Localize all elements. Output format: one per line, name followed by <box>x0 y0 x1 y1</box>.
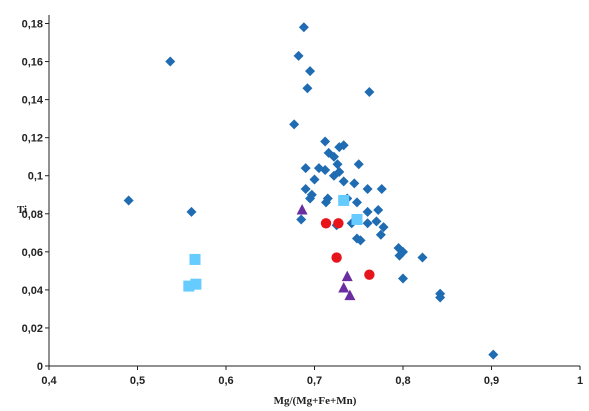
diamond-point <box>309 174 320 185</box>
diamond-point <box>123 195 134 206</box>
square-point <box>338 194 350 206</box>
x-axis-title: Mg/(Mg+Fe+Mn) <box>274 395 357 407</box>
triangle-point <box>338 281 350 293</box>
data-points <box>123 22 499 360</box>
diamond-point <box>320 165 331 176</box>
diamond-point <box>323 147 334 158</box>
y-axis-title: Ti <box>17 204 27 216</box>
square-point <box>351 213 363 225</box>
diamond-point <box>351 197 362 208</box>
diamond-point <box>362 184 373 195</box>
square-point <box>190 278 202 290</box>
diamond-point <box>417 252 428 263</box>
square-point <box>189 253 201 265</box>
diamond-point <box>362 218 373 229</box>
diamond-point <box>355 235 366 246</box>
circle-point <box>333 218 344 229</box>
x-tick-label: 0,6 <box>218 375 233 387</box>
diamond-point <box>298 22 309 33</box>
circle-point <box>320 218 332 229</box>
y-tick-label: 0,08 <box>22 209 43 221</box>
x-tick-label: 0,5 <box>130 375 145 387</box>
diamond-point <box>378 222 389 233</box>
triangle-point <box>344 289 356 301</box>
diamond-point <box>332 159 343 170</box>
diamond-point <box>349 178 360 189</box>
y-tick-label: 0,14 <box>22 95 44 107</box>
y-tick-label: 0 <box>37 361 43 373</box>
y-tick-label: 0,12 <box>22 133 43 145</box>
triangle-point <box>341 270 353 282</box>
diamond-point <box>375 229 386 240</box>
y-axis-ticks: 0 0,02 0,04 0,06 0,08 0,1 0,12 0,14 0,16 0,18 <box>22 19 49 373</box>
diamond-point <box>320 136 331 147</box>
diamond-point <box>300 163 311 174</box>
x-tick-label: 0,8 <box>395 375 410 387</box>
diamond-point <box>364 87 375 97</box>
diamond-point <box>186 206 197 217</box>
diamond-point <box>165 56 176 67</box>
diamond-point <box>376 184 387 195</box>
diamond-point <box>302 83 313 94</box>
x-tick-label: 0,7 <box>307 375 322 387</box>
diamond-point <box>300 184 311 195</box>
x-tick-label: 0,9 <box>484 375 499 387</box>
square-point <box>183 280 195 292</box>
y-tick-label: 0,18 <box>22 19 43 31</box>
diamond-point <box>305 193 316 204</box>
y-tick-label: 0,04 <box>22 285 44 297</box>
diamond-point <box>488 349 499 360</box>
x-tick-label: 0,4 <box>41 375 57 387</box>
circle-point <box>331 252 342 263</box>
diamond-point <box>338 176 349 187</box>
plot-area: 0 0,02 0,04 0,06 0,08 0,1 0,12 0,14 0,16 0,18 0,4… <box>22 15 583 387</box>
triangle-point <box>296 203 308 215</box>
diamond-point <box>328 170 339 181</box>
x-tick-label: 1 <box>577 375 583 387</box>
diamond-point <box>305 66 316 77</box>
diamond-point <box>353 159 364 170</box>
diamond-point <box>338 140 349 151</box>
diamond-point <box>296 214 307 225</box>
diamond-point <box>394 250 405 261</box>
diamond-point <box>362 206 373 217</box>
diamond-point <box>371 216 382 227</box>
diamond-point <box>398 273 408 284</box>
diamond-point <box>435 292 446 303</box>
diamond-point <box>293 50 304 61</box>
circle-point <box>364 269 375 280</box>
y-tick-label: 0,06 <box>22 247 43 259</box>
x-axis-ticks: 0,4 0,5 0,6 0,7 0,8 0,9 1 <box>41 366 583 387</box>
diamond-point <box>321 197 332 208</box>
y-tick-label: 0,02 <box>22 323 43 335</box>
diamond-point <box>373 204 384 215</box>
y-tick-label: 0,1 <box>28 171 43 183</box>
diamond-point <box>398 246 408 257</box>
y-tick-label: 0,16 <box>22 57 43 69</box>
diamond-point <box>289 119 300 130</box>
